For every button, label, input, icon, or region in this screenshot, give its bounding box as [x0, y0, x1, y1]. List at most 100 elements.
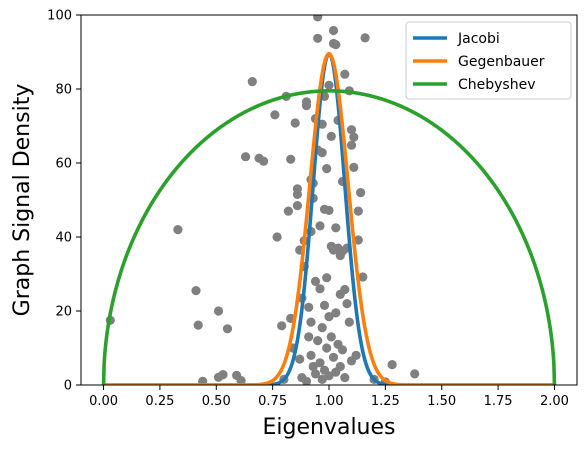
scatter-point	[292, 189, 302, 199]
scatter-point	[272, 232, 282, 242]
scatter-point	[286, 154, 296, 164]
x-tick-label: 1.75	[484, 394, 513, 409]
x-tick-label: 0.50	[202, 394, 231, 409]
scatter-point	[213, 306, 224, 316]
series-line-chebyshev	[101, 89, 557, 385]
scatter-point	[247, 77, 257, 87]
scatter-point	[173, 225, 183, 235]
scatter-point	[342, 299, 352, 309]
scatter-point	[310, 369, 321, 379]
series-line-gegenbauer	[102, 52, 556, 385]
scatter-point	[304, 302, 314, 312]
legend-label-gegenbauer: Gegenbauer	[458, 54, 545, 70]
scatter-point	[218, 370, 228, 380]
scatter-point	[295, 354, 305, 364]
x-axis: 0.00 0.25 0.50 0.75 1.00 1.25 1.50 1.75 2.00	[89, 385, 569, 409]
scatter-point	[241, 152, 251, 162]
scatter-point	[322, 343, 332, 353]
scatter-point	[324, 205, 334, 215]
x-tick-label: 0.00	[89, 394, 118, 409]
scatter-point	[331, 308, 341, 318]
y-tick-label: 20	[55, 305, 72, 320]
x-axis-title: Eigenvalues	[262, 415, 395, 440]
scatter-point	[317, 323, 327, 333]
scatter-point	[335, 361, 345, 372]
scatter-point	[315, 221, 325, 231]
scatter-point	[301, 376, 312, 385]
scatter-point	[191, 286, 201, 296]
scatter-point	[283, 206, 293, 216]
scatter-point	[324, 312, 334, 322]
y-axis: 0 20 40 60 80 100	[47, 9, 81, 394]
scatter-point	[331, 223, 341, 233]
x-tick-label: 0.75	[258, 394, 287, 409]
legend-label-chebyshev: Chebyshev	[458, 77, 536, 93]
scatter-point	[277, 321, 287, 331]
scatter-point	[340, 69, 350, 79]
scatter-point	[349, 132, 359, 142]
scatter-point	[315, 358, 325, 368]
scatter-point	[313, 15, 323, 22]
x-tick-label: 2.00	[540, 394, 569, 409]
y-tick-label: 0	[64, 379, 72, 394]
y-tick-label: 80	[55, 83, 72, 98]
scatter-point	[236, 376, 246, 385]
scatter-point	[304, 332, 314, 342]
scatter-point	[349, 162, 359, 172]
scatter-point	[306, 317, 316, 327]
scatter-point	[337, 345, 348, 355]
scatter-point	[328, 352, 339, 362]
scatter-point	[308, 361, 318, 372]
series-layer	[101, 52, 557, 385]
legend-box	[405, 21, 572, 100]
scatter-point	[326, 131, 336, 141]
scatter-point	[222, 324, 233, 334]
scatter-point	[331, 40, 341, 50]
legend-label-jacobi: Jacobi	[457, 31, 500, 47]
x-tick-label: 1.00	[315, 394, 344, 409]
scatter-point	[290, 118, 300, 128]
scatter-point	[360, 33, 370, 43]
scatter-point	[356, 188, 366, 198]
scatter-point	[340, 284, 350, 295]
scatter-point	[340, 373, 350, 383]
scatter-point	[310, 276, 321, 286]
x-tick-label: 1.50	[427, 394, 456, 409]
scatter-point	[317, 374, 327, 384]
scatter-point	[346, 125, 357, 135]
x-tick-label: 1.25	[371, 394, 400, 409]
scatter-point	[313, 33, 323, 43]
y-tick-label: 60	[55, 157, 72, 172]
scatter-point	[322, 164, 332, 174]
scatter-point	[324, 80, 334, 90]
scatter-point	[270, 110, 280, 120]
scatter-point	[306, 350, 316, 360]
legend: Jacobi Gegenbauer Chebyshev	[405, 21, 572, 100]
scatter-point	[313, 336, 323, 346]
scatter-point	[319, 300, 330, 310]
scatter-point	[322, 273, 332, 283]
scatter-point	[328, 25, 339, 36]
scatter-point	[387, 360, 397, 370]
scatter-point	[344, 317, 354, 327]
scatter-point	[292, 201, 302, 211]
scatter-point	[259, 156, 269, 166]
scatter-point	[317, 148, 327, 158]
scatter-point	[351, 350, 361, 360]
y-tick-label: 40	[55, 231, 72, 246]
scatter-point	[353, 235, 363, 245]
scatter-point	[198, 376, 208, 385]
y-axis-title: Graph Signal Density	[10, 84, 35, 317]
scatter-point	[353, 206, 363, 216]
scatter-layer	[105, 15, 420, 385]
scatter-point	[346, 140, 357, 150]
scatter-point	[193, 320, 203, 330]
x-tick-label: 0.25	[145, 394, 174, 409]
scatter-point	[315, 284, 325, 294]
y-tick-label: 100	[47, 9, 72, 24]
scatter-point	[326, 332, 336, 342]
scatter-point	[324, 371, 334, 381]
scatter-point	[410, 369, 420, 379]
scatter-point	[301, 101, 312, 111]
